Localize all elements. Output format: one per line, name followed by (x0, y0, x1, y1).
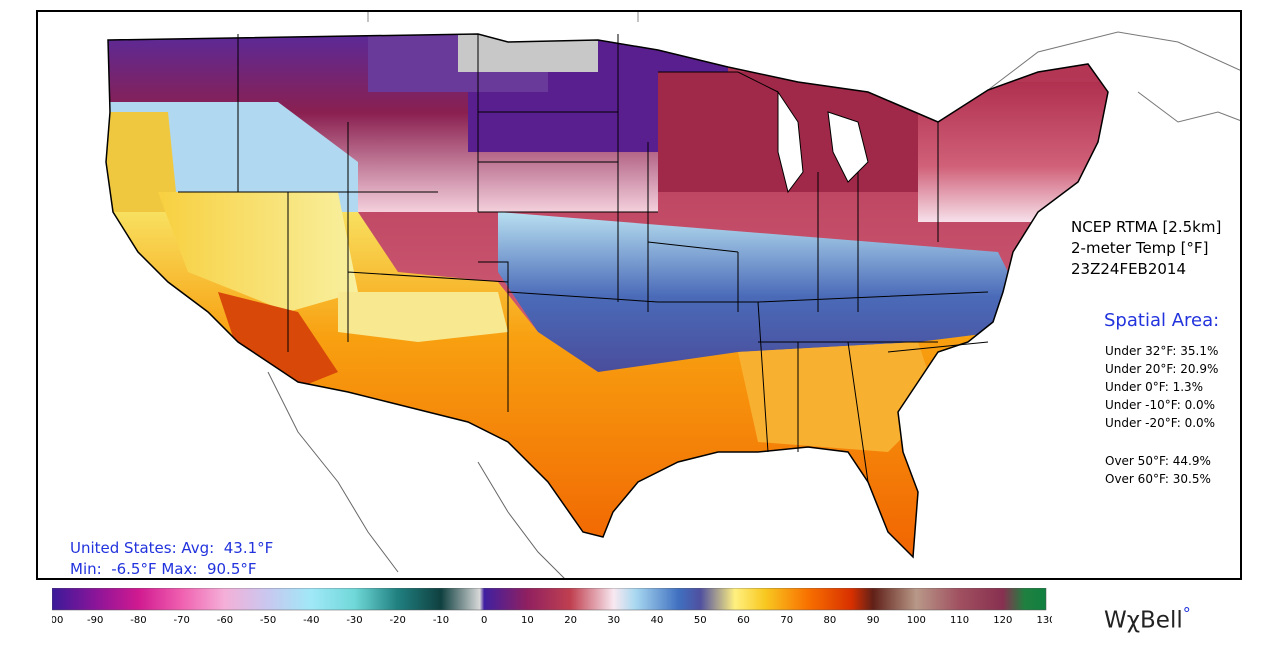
color-scale-tick-label: -90 (87, 615, 103, 626)
brand-name: WχBell (1104, 607, 1183, 634)
product-variable: 2-meter Temp [°F] (1071, 239, 1209, 257)
product-info: NCEP RTMA [2.5km] 2-meter Temp [°F] 23Z2… (1071, 217, 1221, 280)
stat-over-50: Over 50°F: 44.9% (1105, 454, 1211, 468)
color-scale-ticks: -100-90-80-70-60-50-40-30-20-10010203040… (52, 615, 1052, 626)
brand-mark: ° (1182, 604, 1191, 623)
color-scale-tick-label: -40 (303, 615, 319, 626)
stat-under-0: Under 0°F: 1.3% (1105, 380, 1204, 394)
color-scale-bar (52, 588, 1047, 611)
color-scale-tick-label: -30 (346, 615, 362, 626)
wxbell-logo: WχBell° (1104, 604, 1191, 634)
color-scale-tick-label: 30 (607, 615, 620, 626)
product-valid-time: 23Z24FEB2014 (1071, 260, 1187, 278)
color-scale-tick-label: 120 (993, 615, 1012, 626)
product-model: NCEP RTMA [2.5km] (1071, 218, 1222, 236)
color-scale-tick-label: 90 (867, 615, 880, 626)
stat-over-60: Over 60°F: 30.5% (1105, 472, 1211, 486)
color-scale-tick-label: -50 (260, 615, 276, 626)
color-scale-tick-label: 0 (481, 615, 487, 626)
color-scale-tick-label: 50 (694, 615, 707, 626)
color-scale-tick-label: 70 (780, 615, 793, 626)
color-scale-tick-label: -60 (217, 615, 233, 626)
color-scale-tick-label: 60 (737, 615, 750, 626)
color-scale-tick-label: 20 (564, 615, 577, 626)
color-scale-tick-label: 40 (651, 615, 664, 626)
spatial-area-title: Spatial Area: (1104, 310, 1220, 331)
stat-under-20: Under 20°F: 20.9% (1105, 362, 1219, 376)
color-scale-tick-label: 10 (521, 615, 534, 626)
color-scale-tick-label: -10 (433, 615, 449, 626)
map-graphic (38, 12, 1240, 578)
color-scale-tick-label: -100 (52, 615, 63, 626)
us-summary: United States: Avg: 43.1°F Min: -6.5°F M… (70, 538, 273, 580)
color-scale-tick-label: 100 (907, 615, 926, 626)
temperature-map (36, 10, 1242, 580)
color-scale-tick-label: -20 (390, 615, 406, 626)
over-stats: Over 50°F: 44.9% Over 60°F: 30.5% (1105, 452, 1211, 488)
us-average: United States: Avg: 43.1°F (70, 539, 274, 557)
us-outline (105, 33, 1109, 559)
stat-under-32: Under 32°F: 35.1% (1105, 344, 1219, 358)
stat-under-minus-10: Under -10°F: 0.0% (1105, 398, 1216, 412)
state-borders (178, 34, 989, 483)
color-scale-tick-label: 110 (950, 615, 969, 626)
color-scale: -100-90-80-70-60-50-40-30-20-10010203040… (52, 588, 1052, 626)
us-min-max: Min: -6.5°F Max: 90.5°F (70, 560, 257, 578)
stat-under-minus-20: Under -20°F: 0.0% (1105, 416, 1216, 430)
under-stats: Under 32°F: 35.1% Under 20°F: 20.9% Unde… (1105, 342, 1218, 432)
color-scale-tick-label: 130 (1036, 615, 1052, 626)
color-scale-tick-label: 80 (824, 615, 837, 626)
color-scale-tick-label: -70 (174, 615, 190, 626)
color-scale-tick-label: -80 (130, 615, 146, 626)
